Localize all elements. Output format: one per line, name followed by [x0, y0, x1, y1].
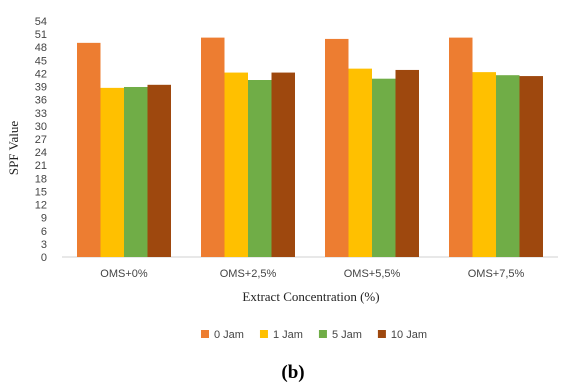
y-tick-label: 18 [35, 173, 47, 185]
y-tick-label: 9 [41, 213, 47, 225]
x-tick-label: OMS+7,5% [468, 268, 525, 280]
legend-swatch [377, 330, 386, 338]
x-axis-title: Extract Concentration (%) [242, 289, 379, 304]
bar [519, 76, 543, 257]
y-tick-label: 15 [35, 186, 47, 198]
legend-label: 1 Jam [273, 329, 303, 341]
y-tick-label: 0 [41, 252, 47, 264]
bar [77, 42, 101, 257]
y-tick-label: 30 [35, 121, 47, 133]
bar [201, 37, 225, 257]
y-tick-label: 6 [41, 226, 47, 238]
bar [449, 37, 473, 257]
y-tick-label: 39 [35, 82, 47, 94]
bars [77, 37, 543, 258]
legend-swatch [318, 330, 327, 338]
bar [472, 72, 496, 257]
y-tick-label: 54 [35, 16, 47, 28]
y-tick-label: 3 [41, 239, 47, 251]
y-tick-label: 12 [35, 200, 47, 212]
y-tick-label: 45 [35, 55, 47, 67]
y-tick-label: 48 [35, 42, 47, 54]
x-axis-ticks: OMS+0% OMS+2,5% OMS+5,5% OMS+7,5% [100, 268, 524, 280]
legend-label: 0 Jam [214, 329, 244, 341]
legend-swatch [259, 330, 268, 338]
y-tick-label: 33 [35, 108, 47, 120]
bar [147, 84, 171, 258]
legend-label: 5 Jam [332, 329, 362, 341]
bar [224, 72, 248, 257]
x-tick-label: OMS+0% [100, 268, 148, 280]
y-tick-label: 42 [35, 68, 47, 80]
x-tick-label: OMS+5,5% [344, 268, 401, 280]
y-axis-title: SPF Value [6, 121, 21, 176]
y-tick-label: 21 [35, 160, 47, 172]
y-tick-label: 24 [35, 147, 47, 159]
bar [395, 69, 419, 257]
bar [325, 38, 349, 257]
y-tick-label: 36 [35, 95, 47, 107]
legend-swatch [201, 330, 209, 338]
bar [248, 80, 272, 257]
bar [496, 75, 520, 257]
bar [124, 86, 148, 258]
bar [271, 72, 295, 257]
bar [100, 87, 124, 257]
legend-label: 10 Jam [391, 329, 427, 341]
x-tick-label: OMS+2,5% [220, 268, 277, 280]
bar [372, 78, 396, 257]
y-tick-label: 51 [35, 29, 47, 41]
legend: 0 Jam 1 Jam 5 Jam 10 Jam [201, 329, 427, 341]
panel-label: (b) [281, 362, 304, 383]
y-tick-label: 27 [35, 134, 47, 146]
bar [348, 68, 372, 257]
